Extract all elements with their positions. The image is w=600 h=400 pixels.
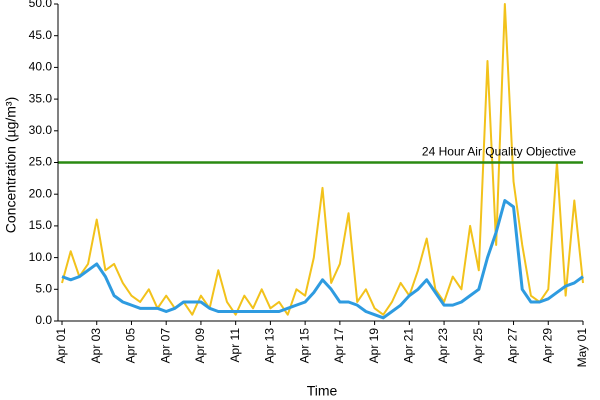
x-tick-label: Apr 23 bbox=[436, 328, 450, 364]
y-tick-label: 5.0 bbox=[35, 281, 52, 295]
y-tick-label: 25.0 bbox=[29, 155, 53, 169]
y-tick-label: 10.0 bbox=[29, 250, 53, 264]
x-tick-label: Apr 29 bbox=[540, 328, 554, 364]
y-tick-label: 35.0 bbox=[29, 91, 53, 105]
y-tick-label: 40.0 bbox=[29, 60, 53, 74]
x-tick-label: Apr 05 bbox=[124, 328, 138, 364]
x-tick-label: Apr 11 bbox=[228, 328, 242, 363]
x-tick-label: Apr 17 bbox=[332, 328, 346, 364]
x-tick-label: Apr 09 bbox=[193, 328, 207, 364]
reference-label: 24 Hour Air Quality Objective bbox=[422, 145, 576, 159]
x-tick-label: Apr 25 bbox=[471, 328, 485, 364]
x-tick-label: Apr 07 bbox=[158, 328, 172, 364]
x-tick-label: May 01 bbox=[575, 328, 589, 368]
x-tick-label: Apr 15 bbox=[297, 328, 311, 364]
y-tick-label: 0.0 bbox=[35, 313, 52, 327]
y-tick-label: 45.0 bbox=[29, 28, 53, 42]
x-axis-title: Time bbox=[307, 383, 338, 399]
x-tick-label: Apr 03 bbox=[89, 328, 103, 364]
data-line bbox=[61, 199, 584, 320]
x-tick-label: Apr 27 bbox=[506, 328, 520, 364]
y-tick-label: 15.0 bbox=[29, 218, 53, 232]
x-tick-label: Apr 13 bbox=[263, 328, 277, 364]
x-tick-label: Apr 01 bbox=[54, 328, 68, 364]
x-tick-label: Apr 19 bbox=[367, 328, 381, 364]
y-tick-label: 30.0 bbox=[29, 123, 53, 137]
y-axis-title: Concentration (µg/m³) bbox=[3, 97, 19, 233]
data-line bbox=[61, 3, 584, 316]
x-tick-label: Apr 21 bbox=[402, 328, 416, 364]
y-tick-label: 50.0 bbox=[29, 0, 53, 10]
y-tick-label: 20.0 bbox=[29, 186, 53, 200]
